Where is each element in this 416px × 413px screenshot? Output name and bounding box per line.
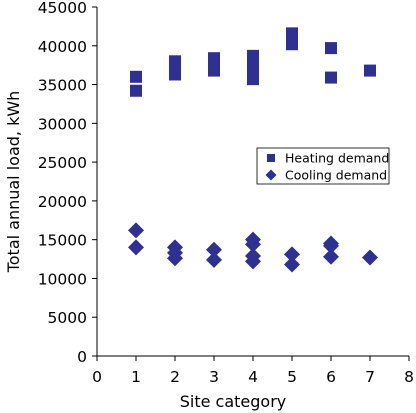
heating-point <box>364 64 376 77</box>
heating-series <box>130 27 376 97</box>
legend-marker <box>267 154 275 162</box>
x-tick-label: 6 <box>326 368 336 386</box>
heating-point <box>208 52 220 65</box>
x-tick-label: 8 <box>404 368 414 386</box>
y-tick-label: 45000 <box>38 0 87 17</box>
y-tick-label: 5000 <box>48 309 87 327</box>
y-axis-title: Total annual load, kWh <box>4 91 23 274</box>
y-tick-labels: 0 5000 10000 15000 20000 25000 30000 35000 40000… <box>38 0 97 366</box>
x-tick-label: 7 <box>365 368 375 386</box>
y-tick-label: 30000 <box>38 115 87 133</box>
cooling-point <box>362 249 378 266</box>
heating-point <box>325 71 337 84</box>
cooling-point <box>245 236 261 253</box>
cooling-point <box>323 237 339 254</box>
cooling-point <box>128 222 144 239</box>
cooling-point <box>167 250 183 267</box>
cooling-point <box>206 241 222 258</box>
y-tick-label: 40000 <box>38 38 87 56</box>
heating-point <box>247 49 259 62</box>
x-tick-label: 0 <box>92 368 102 386</box>
legend-box <box>256 147 390 185</box>
y-tick-label: 15000 <box>38 232 87 250</box>
cooling-point <box>284 246 300 263</box>
x-tick-label: 4 <box>248 368 258 386</box>
legend-items: Heating demand Cooling demand <box>265 151 389 183</box>
cooling-point <box>206 251 222 268</box>
y-tick-label: 10000 <box>38 270 87 288</box>
cooling-point <box>128 239 144 256</box>
x-tick-label: 5 <box>287 368 297 386</box>
x-tick-label: 2 <box>170 368 180 386</box>
x-tick-labels: 0 1 2 3 4 5 6 7 8 <box>92 356 414 386</box>
cooling-point <box>245 253 261 270</box>
legend-label: Cooling demand <box>285 168 387 183</box>
legend-marker <box>265 169 277 181</box>
y-tick-label: 0 <box>77 348 87 366</box>
legend: Heating demand Cooling demand <box>256 147 390 185</box>
cooling-point <box>323 248 339 265</box>
heating-point <box>325 42 337 55</box>
y-tick-label: 35000 <box>38 77 87 95</box>
y-axis-label: Total annual load, kWh <box>4 91 23 274</box>
heating-point <box>130 70 142 83</box>
cooling-point <box>284 256 300 273</box>
cooling-series <box>128 222 378 273</box>
y-tick-label: 25000 <box>38 154 87 172</box>
x-tick-label: 3 <box>209 368 219 386</box>
x-tick-label: 1 <box>131 368 141 386</box>
heating-point <box>130 84 142 97</box>
y-tick-label: 20000 <box>38 193 87 211</box>
data-points <box>128 27 378 273</box>
heating-point <box>286 27 298 40</box>
legend-label: Heating demand <box>285 151 389 166</box>
heating-point <box>169 55 181 68</box>
x-axis-label: Site category <box>180 392 287 411</box>
